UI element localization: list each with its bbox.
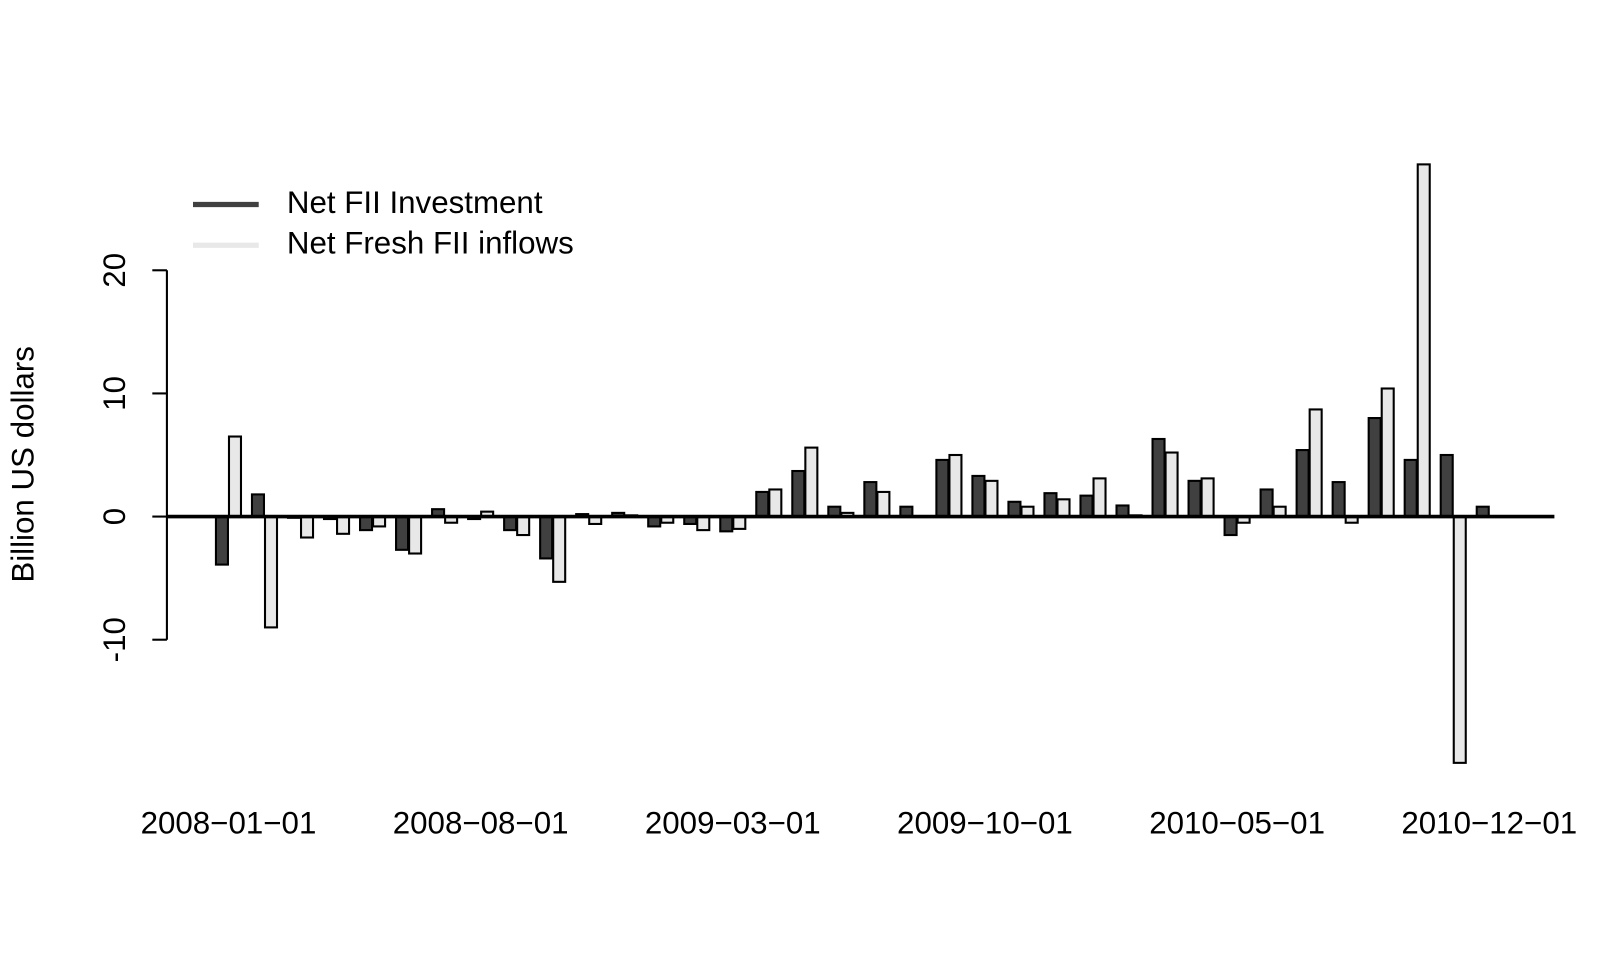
bar [516,515,531,537]
y-tick-label: 10 [97,376,132,411]
bar [948,453,963,518]
x-tick-label: 2008−01−01 [141,806,317,841]
bar [1079,494,1094,518]
bar [1200,477,1215,518]
bar [1092,477,1107,518]
bar [1056,498,1071,518]
y-axis-label: Billion US dollars [5,346,40,583]
bar [1007,500,1022,518]
bar [1223,515,1238,537]
bar [503,515,518,532]
y-tick-label: -10 [97,617,132,662]
bar [408,515,423,555]
bar [984,479,999,518]
bar [1452,515,1467,764]
x-tick-label: 2009−10−01 [897,806,1073,841]
bar [539,515,554,560]
bar [1331,481,1346,518]
bar [336,515,351,535]
bar [1403,458,1418,518]
bar [395,515,410,551]
bar [768,488,783,518]
bar [358,515,374,532]
x-tick-label: 2008−08−01 [393,806,569,841]
bar [1295,449,1310,518]
bar [696,515,711,532]
y-tick-label: 20 [97,253,132,288]
bar [1164,451,1179,518]
bar [876,490,891,518]
bar [1308,408,1323,518]
bar [971,474,986,518]
bar [1439,453,1454,518]
x-tick-label: 2009−03−01 [645,806,821,841]
bar [552,515,567,583]
bar [1151,437,1166,518]
bar [1367,417,1382,518]
bar [791,469,806,518]
y-tick-label: 0 [97,508,132,525]
bar [804,446,819,518]
bar [1259,488,1274,518]
bar [250,493,266,518]
bar [227,435,243,518]
bar [263,515,279,629]
bar [1416,163,1431,518]
x-tick-label: 2010−12−01 [1401,806,1577,841]
bar [719,515,734,533]
bar [1187,479,1202,518]
x-tick-label: 2010−05−01 [1149,806,1325,841]
bar [863,481,878,518]
bar [935,458,950,518]
legend-label: Net Fresh FII inflows [287,226,574,261]
bar [1043,492,1058,518]
bar [732,515,747,530]
bar [1380,387,1395,518]
legend-label: Net FII Investment [287,185,543,220]
bar [755,490,770,518]
bar [214,515,229,566]
bar [299,515,315,539]
